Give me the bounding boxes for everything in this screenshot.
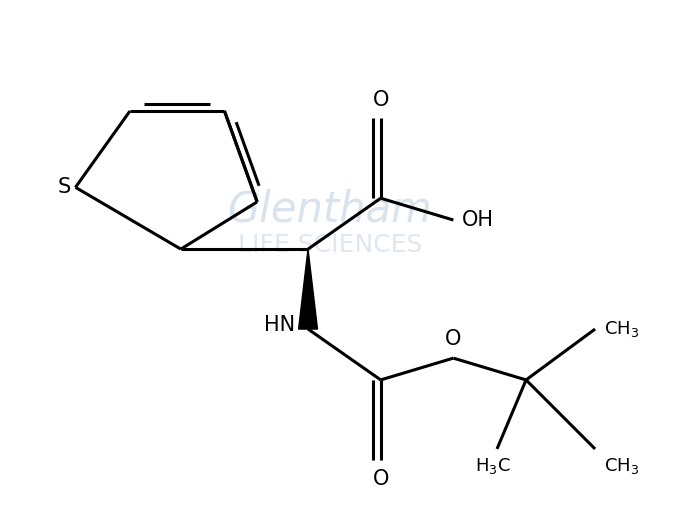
Text: OH: OH: [462, 210, 494, 230]
Text: CH$_3$: CH$_3$: [604, 319, 639, 339]
Text: CH$_3$: CH$_3$: [604, 456, 639, 476]
Text: O: O: [445, 329, 461, 349]
Text: Glentham: Glentham: [228, 188, 432, 230]
Text: O: O: [372, 469, 389, 489]
Text: H$_3$C: H$_3$C: [475, 456, 512, 476]
Text: LIFE SCIENCES: LIFE SCIENCES: [237, 233, 422, 257]
Text: O: O: [372, 89, 389, 110]
Polygon shape: [299, 249, 317, 329]
Text: S: S: [58, 177, 71, 197]
Text: HN: HN: [264, 316, 295, 335]
